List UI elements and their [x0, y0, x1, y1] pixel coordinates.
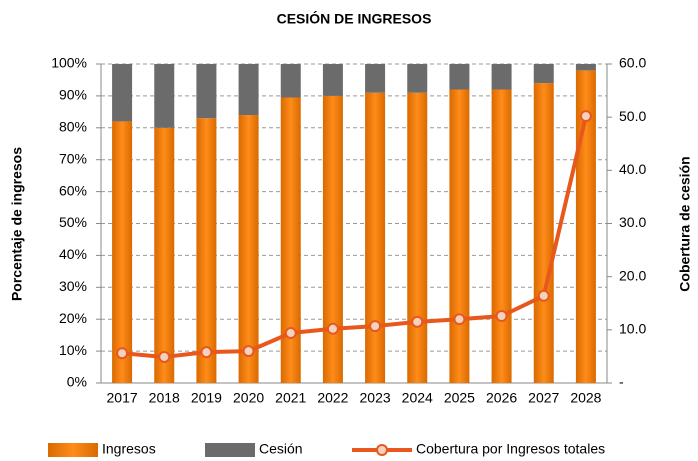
bar — [449, 64, 470, 90]
bar — [238, 64, 259, 116]
bar — [112, 64, 133, 122]
y2-tick-label: 50.0 — [619, 108, 646, 124]
line-marker — [579, 110, 592, 123]
legend-swatch — [376, 444, 388, 456]
bar — [533, 83, 554, 383]
line-marker — [284, 327, 297, 340]
x-tick-label: 2018 — [149, 390, 180, 406]
bar — [407, 92, 428, 384]
y-tick-label: 0% — [67, 374, 87, 390]
bar — [154, 127, 175, 383]
line-marker — [158, 350, 171, 363]
line-marker — [242, 345, 255, 358]
x-tick-label: 2019 — [191, 390, 222, 406]
x-tick-label: 2021 — [275, 390, 306, 406]
x-tick-label: 2023 — [360, 390, 391, 406]
x-tick-label: 2025 — [444, 390, 475, 406]
x-tick-label: 2028 — [570, 390, 601, 406]
x-tick-label: 2022 — [317, 390, 348, 406]
y2-tick-label: 40.0 — [619, 161, 646, 177]
y-tick-label: 80% — [59, 119, 87, 135]
x-tick-label: 2017 — [107, 390, 138, 406]
y2-tick-label: 20.0 — [619, 267, 646, 283]
legend-label: Ingresos — [102, 441, 156, 457]
y2-tick-label: - — [619, 374, 624, 390]
x-tick-label: 2027 — [528, 390, 559, 406]
y2-tick-label: 10.0 — [619, 321, 646, 337]
line-marker — [116, 347, 129, 360]
bar — [280, 97, 301, 384]
bar — [365, 92, 386, 384]
line — [121, 115, 588, 359]
legend-label: Cobertura por Ingresos totales — [416, 441, 605, 457]
line-marker — [495, 310, 508, 323]
y-tick-label: 100% — [51, 55, 87, 71]
y-tick-label: 40% — [59, 246, 87, 262]
y-tick-label: 50% — [59, 214, 87, 230]
y-tick-label: 60% — [59, 182, 87, 198]
y-axis-title: Porcentaje de ingresos — [9, 147, 25, 301]
bar — [196, 64, 217, 119]
x-tick-label: 2020 — [233, 390, 264, 406]
bar — [322, 95, 343, 384]
y-tick-label: 20% — [59, 310, 87, 326]
legend-swatch — [48, 443, 98, 457]
legend-label: Cesión — [259, 441, 303, 457]
line-marker — [200, 346, 213, 359]
y-tick-label: 10% — [59, 342, 87, 358]
bar — [154, 64, 175, 128]
line-marker — [537, 289, 550, 302]
bar — [575, 64, 596, 71]
y-tick-label: 30% — [59, 278, 87, 294]
y-tick-label: 90% — [59, 87, 87, 103]
bar — [533, 64, 554, 84]
bar — [196, 118, 217, 383]
legend-swatch — [205, 443, 255, 457]
chart-title: CESIÓN DE INGRESOS — [277, 10, 432, 27]
bar — [238, 115, 259, 383]
y2-tick-label: 60.0 — [619, 55, 646, 71]
x-tick-label: 2026 — [486, 390, 517, 406]
line-marker — [411, 315, 424, 328]
x-tick-label: 2024 — [402, 390, 433, 406]
line-marker — [369, 320, 382, 333]
y2-tick-label: 30.0 — [619, 214, 646, 230]
bar — [407, 64, 428, 93]
bar — [365, 64, 386, 93]
line-marker — [326, 322, 339, 335]
line-marker — [453, 313, 466, 326]
bar — [322, 64, 343, 96]
bar — [491, 64, 512, 90]
bar — [491, 89, 512, 384]
bar — [575, 70, 596, 383]
y2-axis-title: Cobertura de cesión — [677, 156, 693, 291]
bar — [449, 89, 470, 384]
y-tick-label: 70% — [59, 150, 87, 166]
bar — [280, 64, 301, 98]
bar — [112, 121, 133, 384]
